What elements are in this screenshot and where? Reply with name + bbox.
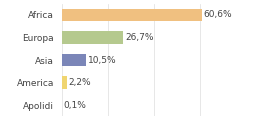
Bar xyxy=(62,54,86,66)
Bar xyxy=(62,31,123,44)
Text: 0,1%: 0,1% xyxy=(64,101,87,110)
Bar xyxy=(62,9,202,21)
Text: 26,7%: 26,7% xyxy=(125,33,154,42)
Bar xyxy=(62,76,67,89)
Text: 10,5%: 10,5% xyxy=(88,55,116,65)
Text: 60,6%: 60,6% xyxy=(204,10,232,19)
Text: 2,2%: 2,2% xyxy=(69,78,91,87)
